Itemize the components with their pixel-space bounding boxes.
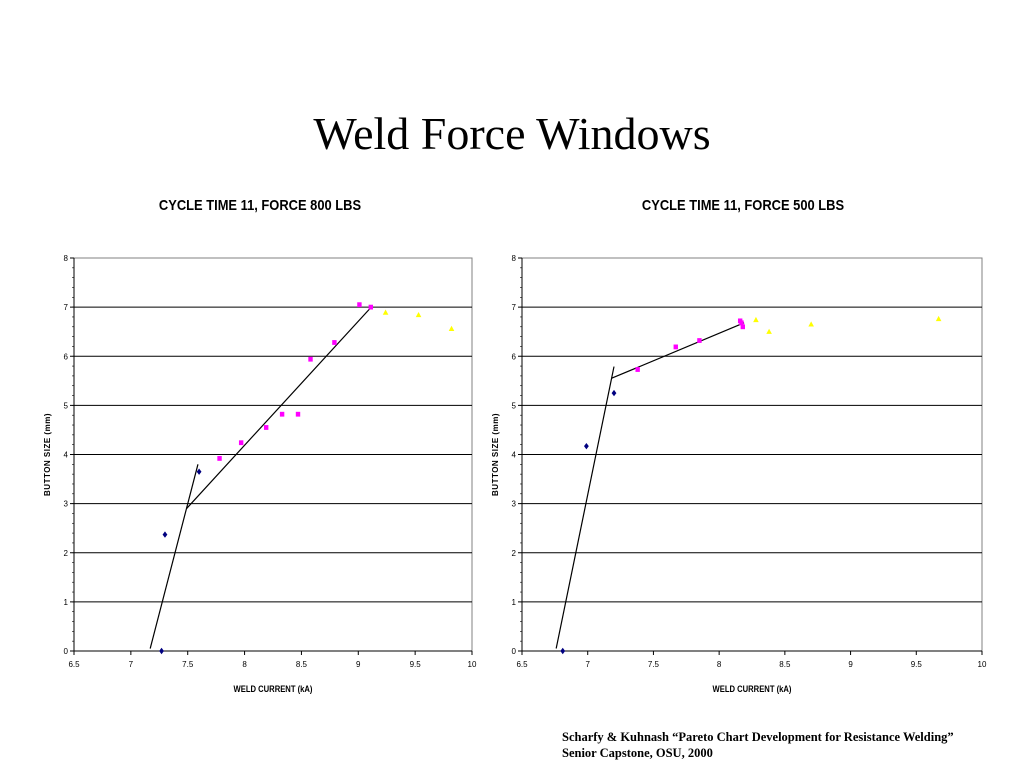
x-tick-label: 7.5 (182, 660, 194, 669)
x-tick-label: 9 (356, 660, 361, 669)
x-tick-label: 6.5 (516, 660, 528, 669)
fit-line (149, 464, 199, 649)
citation-line-2: Senior Capstone, OSU, 2000 (562, 746, 713, 760)
y-tick-label: 8 (64, 254, 69, 263)
y-tick-label: 1 (512, 598, 517, 607)
citation: Scharfy & Kuhnash “Pareto Chart Developm… (562, 729, 954, 761)
data-point-triangle (935, 315, 942, 322)
slide-title: Weld Force Windows (313, 108, 711, 159)
y-tick-label: 7 (512, 303, 517, 312)
x-tick-label: 8 (242, 660, 247, 669)
y-tick-label: 3 (512, 500, 517, 509)
y-tick-label: 2 (64, 549, 69, 558)
x-tick-label: 9.5 (410, 660, 422, 669)
data-point-triangle (808, 321, 814, 327)
data-point-diamond (159, 647, 164, 655)
data-point-square (697, 338, 702, 343)
y-tick-label: 5 (64, 401, 69, 410)
x-tick-label: 10 (978, 660, 987, 669)
data-point-triangle (382, 309, 389, 315)
y-tick-label: 4 (64, 451, 69, 460)
data-point-triangle (753, 316, 759, 323)
fit-line (611, 322, 745, 379)
y-tick-label: 3 (64, 500, 69, 509)
y-tick-label: 1 (64, 598, 69, 607)
x-tick-label: 9 (848, 660, 853, 669)
x-tick-label: 8.5 (779, 660, 791, 669)
y-tick-label: 6 (64, 352, 69, 361)
data-point-square (263, 425, 269, 430)
data-point-square (368, 304, 373, 310)
data-point-square (295, 411, 301, 417)
x-tick-label: 8.5 (296, 660, 308, 669)
y-tick-label: 6 (512, 352, 517, 361)
data-point-triangle (448, 325, 455, 331)
data-point-square (740, 324, 745, 330)
chart-title-left: CYCLE TIME 11, FORCE 800 LBS (158, 197, 362, 214)
y-tick-label: 4 (512, 451, 517, 460)
chart-title-right: CYCLE TIME 11, FORCE 500 LBS (641, 197, 845, 214)
y-tick-label: 0 (512, 647, 517, 656)
x-tick-label: 7 (129, 660, 134, 669)
y-tick-label: 0 (64, 647, 69, 656)
data-point-diamond (162, 531, 168, 538)
data-point-triangle (415, 311, 422, 318)
data-point-square (357, 302, 362, 308)
data-point-square (739, 320, 744, 326)
x-tick-label: 9.5 (911, 660, 923, 669)
y-axis-label: BUTTON SIZE (mm) (43, 413, 52, 496)
fit-line (555, 366, 615, 649)
x-tick-label: 7 (585, 660, 590, 669)
data-point-square (217, 456, 222, 461)
data-point-square (308, 356, 313, 362)
y-tick-label: 7 (64, 303, 69, 312)
data-point-square (635, 367, 640, 372)
data-point-triangle (766, 328, 772, 334)
fit-line (186, 307, 372, 509)
citation-line-1: Scharfy & Kuhnash “Pareto Chart Developm… (562, 730, 954, 744)
x-tick-label: 10 (468, 660, 477, 669)
x-axis-label: WELD CURRENT (kA) (234, 683, 313, 694)
data-point-diamond (196, 468, 202, 475)
y-tick-label: 8 (512, 254, 517, 263)
y-axis-label: BUTTON SIZE (mm) (491, 413, 500, 496)
x-tick-label: 7.5 (648, 660, 660, 669)
data-point-square (279, 411, 285, 417)
data-point-square (673, 344, 678, 350)
y-tick-label: 5 (512, 401, 517, 410)
x-tick-label: 6.5 (68, 660, 80, 669)
data-point-diamond (611, 389, 617, 397)
data-point-diamond (560, 647, 566, 655)
y-tick-label: 2 (512, 549, 517, 558)
data-point-diamond (584, 442, 589, 450)
x-axis-label: WELD CURRENT (kA) (713, 683, 792, 694)
data-point-square (332, 340, 337, 345)
x-tick-label: 8 (717, 660, 722, 669)
data-point-square (238, 440, 244, 446)
